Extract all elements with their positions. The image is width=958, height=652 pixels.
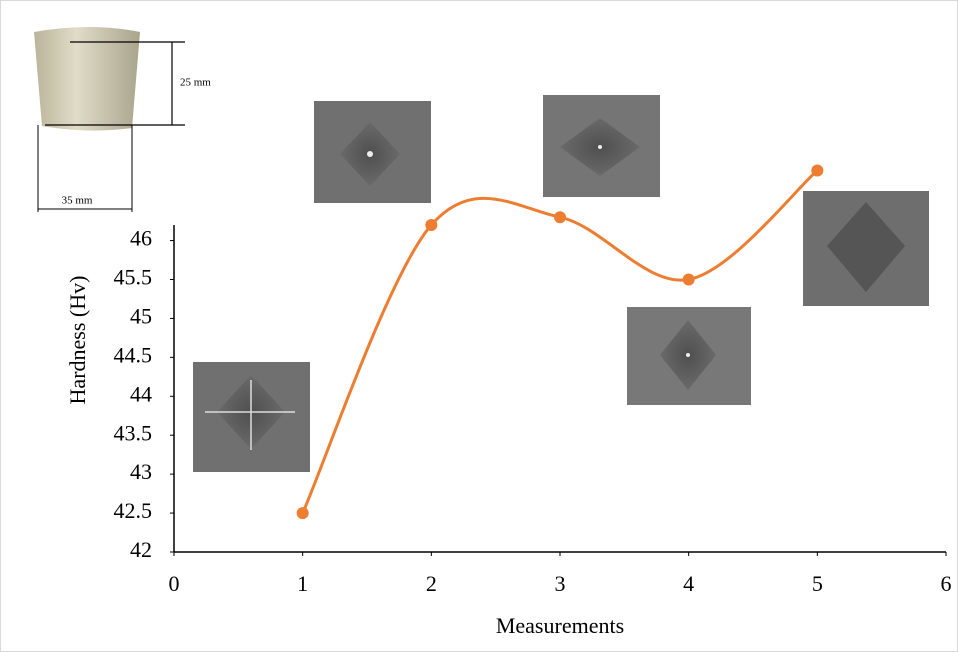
- y-tick-label: 43.5: [114, 420, 153, 445]
- data-point: [682, 273, 695, 286]
- y-tick-label: 43: [130, 459, 152, 484]
- y-tick-label: 45: [130, 303, 152, 328]
- y-tick-label: 45.5: [114, 265, 153, 290]
- x-axis-title: Measurements: [496, 613, 624, 638]
- y-tick-label: 42: [130, 537, 152, 562]
- data-point: [425, 219, 438, 231]
- series-line: [301, 169, 819, 514]
- indent-photo: [543, 95, 660, 197]
- y-tick-label: 44: [130, 381, 152, 406]
- data-point: [554, 211, 566, 224]
- data-point: [811, 164, 824, 177]
- indent-photo: [314, 101, 431, 203]
- x-tick-label: 6: [941, 571, 952, 596]
- x-tick-label: 3: [555, 571, 566, 596]
- indent-photo: [193, 362, 310, 472]
- x-tick-label: 5: [812, 571, 823, 596]
- y-tick-label: 42.5: [114, 498, 153, 523]
- y-tick-label: 44.5: [114, 342, 153, 367]
- x-tick-label: 2: [426, 571, 437, 596]
- indent-photo: [803, 191, 929, 306]
- dimension-label: 25 mm: [180, 77, 211, 89]
- data-point: [296, 507, 309, 520]
- y-tick-label: 46: [130, 226, 152, 251]
- dimension-label: 35 mm: [62, 195, 93, 207]
- x-tick-label: 1: [297, 571, 308, 596]
- x-tick-label: 4: [683, 571, 694, 596]
- sample-photo: [34, 27, 185, 212]
- x-tick-label: 0: [169, 571, 180, 596]
- y-axis-title: Hardness (Hv): [65, 276, 90, 405]
- indent-photo: [627, 307, 751, 405]
